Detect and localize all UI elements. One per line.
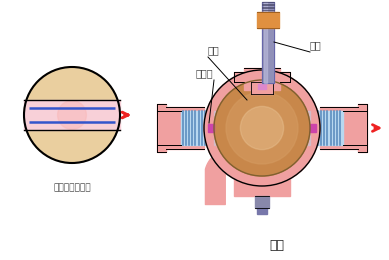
Bar: [313, 111, 343, 145]
Circle shape: [226, 92, 298, 164]
Text: 密封座: 密封座: [196, 68, 214, 78]
Circle shape: [214, 80, 310, 176]
Bar: [181, 111, 211, 145]
Bar: [244, 68, 280, 90]
Bar: [257, 208, 267, 214]
Bar: [320, 107, 358, 149]
Bar: [358, 104, 367, 152]
Text: 球体俯视剖面图: 球体俯视剖面图: [53, 183, 91, 192]
Circle shape: [204, 70, 320, 186]
Bar: [24, 100, 120, 130]
Text: 球体: 球体: [208, 45, 220, 55]
Bar: [234, 72, 244, 82]
Bar: [258, 84, 266, 89]
Bar: [251, 82, 273, 94]
Bar: [234, 178, 290, 196]
Bar: [166, 107, 204, 149]
Bar: [257, 12, 279, 28]
Circle shape: [58, 101, 86, 129]
Bar: [262, 2, 274, 83]
Bar: [255, 196, 269, 208]
Bar: [214, 111, 310, 145]
Bar: [262, 2, 274, 83]
Bar: [280, 72, 290, 82]
Text: 球阀: 球阀: [270, 239, 284, 252]
Circle shape: [240, 106, 284, 150]
Text: 阀杆: 阀杆: [310, 40, 322, 50]
Bar: [208, 124, 214, 132]
Bar: [310, 124, 316, 132]
Bar: [264, 2, 267, 83]
Circle shape: [24, 67, 120, 163]
Bar: [157, 104, 166, 152]
Circle shape: [24, 67, 120, 163]
